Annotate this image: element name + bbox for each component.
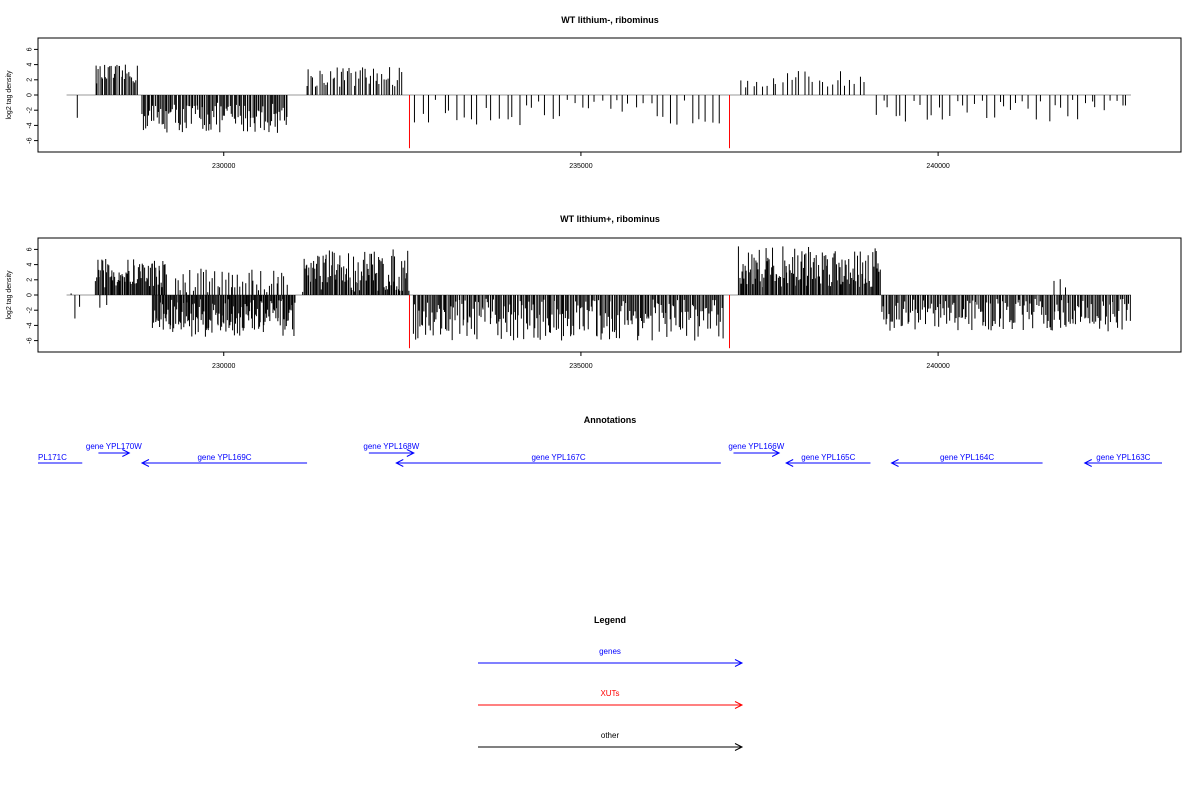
gene-arrow-head xyxy=(395,459,404,467)
gene-arrow-head xyxy=(122,449,131,457)
legend-item: other xyxy=(478,731,744,751)
y-tick-label: -6 xyxy=(27,137,34,143)
x-tick-label: 235000 xyxy=(569,163,592,170)
x-tick-label: 230000 xyxy=(212,163,235,170)
gene-annotation: gene YPL170W xyxy=(86,442,142,457)
y-tick-label: -4 xyxy=(27,122,34,128)
gene-label: gene YPL168W xyxy=(363,442,419,451)
legend-item: genes xyxy=(478,647,744,667)
y-tick-label: -4 xyxy=(27,322,34,328)
gene-arrow-head xyxy=(771,449,781,457)
gene-annotation: gene YPL163C xyxy=(1083,453,1162,467)
x-tick-label: 240000 xyxy=(926,163,949,170)
y-tick-label: 4 xyxy=(27,263,34,267)
gene-label: gene YPL165C xyxy=(801,453,855,462)
x-tick-label: 235000 xyxy=(569,363,592,370)
legend-arrow-head xyxy=(734,743,744,751)
annotations-title: Annotations xyxy=(584,415,637,425)
track-panel-lithium-minus: WT lithium-, ribominus log2 tag density … xyxy=(6,15,1182,170)
gene-label: gene YPL164C xyxy=(940,453,994,462)
gene-annotation: gene YPL167C xyxy=(395,453,721,467)
density-bars xyxy=(66,64,1131,149)
gene-label: gene YPL166W xyxy=(728,442,784,451)
gene-arrow-head xyxy=(785,459,794,467)
panel-title: WT lithium+, ribominus xyxy=(560,214,660,224)
legend-item: XUTs xyxy=(478,689,744,709)
y-tick-label: -2 xyxy=(27,107,34,113)
legend-items: genes XUTs other xyxy=(478,647,744,751)
gene-annotation: gene YPL166W xyxy=(728,442,785,457)
gene-annotation: gene YPL164C xyxy=(890,453,1043,467)
gene-arrow-head xyxy=(890,459,899,467)
gene-label: gene YPL169C xyxy=(197,453,251,462)
gene-annotation: gene YPL169C xyxy=(140,453,308,467)
legend-arrow-head xyxy=(734,701,744,709)
gene-annotation: PL171C xyxy=(38,453,83,464)
y-tick-label: 0 xyxy=(27,93,34,97)
gene-annotation: gene YPL168W xyxy=(363,442,420,457)
y-axis-label: log2 tag density xyxy=(6,70,13,120)
legend-arrow-head xyxy=(734,659,744,667)
track-panel-lithium-plus: WT lithium+, ribominus log2 tag density … xyxy=(6,214,1182,370)
legend-label: other xyxy=(601,731,620,740)
gene-label: gene YPL163C xyxy=(1096,453,1150,462)
density-bars xyxy=(66,246,1131,349)
x-tick-label: 240000 xyxy=(926,363,949,370)
legend-label: XUTs xyxy=(600,689,619,698)
y-tick-label: 4 xyxy=(27,63,34,67)
gene-arrows: PL171C gene YPL170W gene YPL169C gene YPL16… xyxy=(38,442,1162,467)
gene-arrow-head xyxy=(140,459,150,467)
x-tick-label: 230000 xyxy=(212,363,235,370)
panel-title: WT lithium-, ribominus xyxy=(561,15,659,25)
gene-arrow-head xyxy=(406,449,415,457)
axis-ticks: 6 4 2 0 -2 -4 -6 230000 235000 240000 xyxy=(27,47,950,170)
y-tick-label: -6 xyxy=(27,337,34,343)
y-tick-label: 6 xyxy=(27,47,34,51)
legend-title: Legend xyxy=(594,615,626,625)
gene-label: PL171C xyxy=(38,453,67,462)
legend: Legend genes XUTs other xyxy=(478,615,744,751)
y-axis-label: log2 tag density xyxy=(6,270,13,320)
gene-arrow-head xyxy=(1083,459,1092,467)
y-tick-label: 0 xyxy=(27,293,34,297)
axis-ticks: 6 4 2 0 -2 -4 -6 230000 235000 240000 xyxy=(27,247,950,370)
y-tick-label: 6 xyxy=(27,247,34,251)
y-tick-label: 2 xyxy=(27,78,34,82)
gene-label: gene YPL170W xyxy=(86,442,142,451)
annotations-track: Annotations PL171C gene YPL170W gene YPL16… xyxy=(38,415,1162,467)
gene-annotation: gene YPL165C xyxy=(785,453,871,467)
y-tick-label: 2 xyxy=(27,278,34,282)
legend-label: genes xyxy=(599,647,621,656)
y-tick-label: -2 xyxy=(27,307,34,313)
gene-label: gene YPL167C xyxy=(531,453,585,462)
